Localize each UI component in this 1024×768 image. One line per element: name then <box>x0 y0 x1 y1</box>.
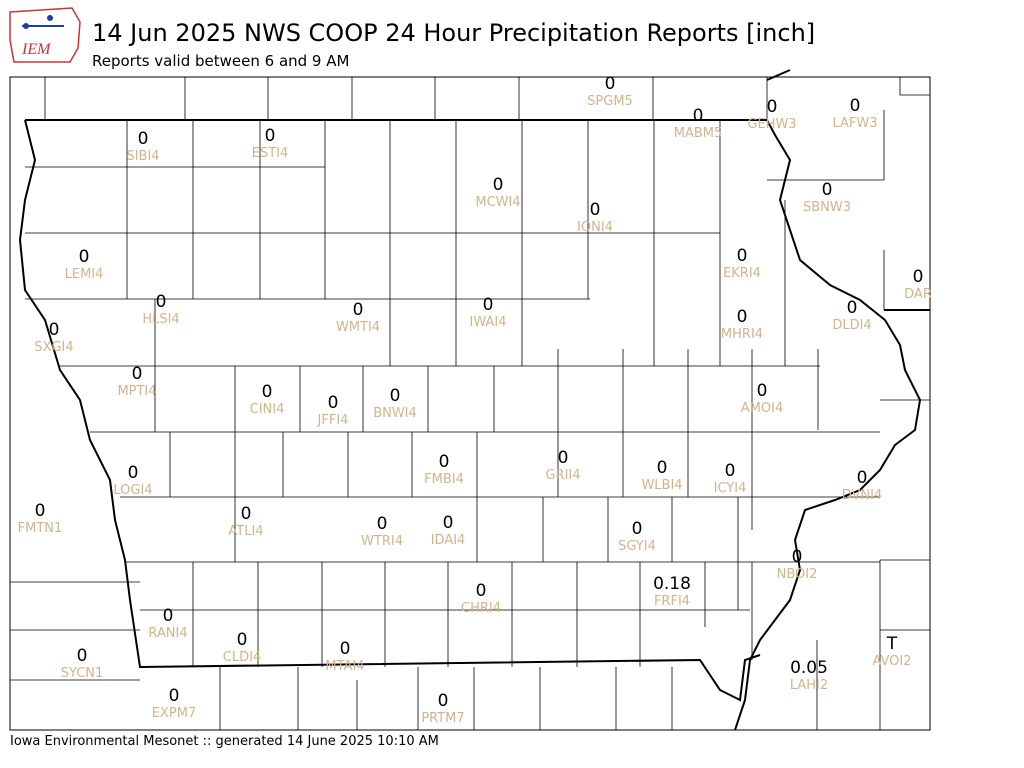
station-id: AMOI4 <box>741 401 783 416</box>
map-frame <box>9 76 931 731</box>
station-value: 0 <box>737 246 748 266</box>
station-id: GEHW3 <box>747 117 796 132</box>
station-value: 0 <box>757 381 768 401</box>
station-value: 0 <box>632 519 643 539</box>
station-id: MCWI4 <box>475 195 520 210</box>
station-id: CLDI4 <box>223 650 261 665</box>
station-value: T <box>886 634 898 654</box>
station-value: 0 <box>605 74 616 94</box>
station-value: 0 <box>132 364 143 384</box>
station-value: 0 <box>353 300 364 320</box>
station-id: SPGM5 <box>587 94 633 109</box>
station-id: DAR <box>904 287 932 302</box>
station-id: FRFI4 <box>654 594 690 609</box>
station-id: DLDI4 <box>832 318 871 333</box>
title: 14 Jun 2025 NWS COOP 24 Hour Precipitati… <box>92 19 815 47</box>
station-value: 0 <box>390 386 401 406</box>
station-id: BNWI4 <box>373 406 417 421</box>
station-value: 0 <box>857 468 868 488</box>
station-id: MHRI4 <box>721 327 763 342</box>
station-id: LOGI4 <box>113 483 152 498</box>
station-id: LEMI4 <box>65 267 104 282</box>
state-borders <box>18 69 930 731</box>
station-value: 0 <box>35 501 46 521</box>
station-value: 0 <box>693 106 704 126</box>
station-value: 0 <box>657 458 668 478</box>
station-id: CHRI4 <box>461 601 501 616</box>
station-value: 0 <box>443 513 454 533</box>
station-id: SGYI4 <box>618 539 656 554</box>
station-id: IONI4 <box>577 220 613 235</box>
station-value: 0 <box>792 547 803 567</box>
station-value: 0 <box>558 448 569 468</box>
station-id: WTRI4 <box>361 534 403 549</box>
station-id: FMBI4 <box>424 472 464 487</box>
station-value: 0 <box>156 292 167 312</box>
station-id: CINI4 <box>250 402 285 417</box>
station-id: IDAI4 <box>431 533 466 548</box>
station-id: GRII4 <box>545 468 580 483</box>
station-value: 0.18 <box>653 574 691 594</box>
station-id: EKRI4 <box>723 266 761 281</box>
station-value: 0 <box>237 630 248 650</box>
station-value: 0 <box>590 200 601 220</box>
station-id: NBOI2 <box>777 567 818 582</box>
station-value: 0 <box>163 606 174 626</box>
station-value: 0 <box>483 295 494 315</box>
station-value: 0 <box>169 686 180 706</box>
station-value: 0 <box>439 452 450 472</box>
station-value: 0 <box>767 97 778 117</box>
station-value: 0 <box>138 129 149 149</box>
station-id: ICYI4 <box>714 481 747 496</box>
station-id: MPTI4 <box>117 384 156 399</box>
station-value: 0 <box>377 514 388 534</box>
station-value: 0 <box>850 96 861 116</box>
station-value: 0 <box>822 180 833 200</box>
subtitle: Reports valid between 6 and 9 AM <box>92 52 349 70</box>
station-id: MABM5 <box>674 126 723 141</box>
station-id: RANI4 <box>148 626 187 641</box>
station-value: 0 <box>737 307 748 327</box>
station-value: 0 <box>913 267 924 287</box>
station-value: 0 <box>241 504 252 524</box>
station-value: 0 <box>262 382 273 402</box>
station-value: 0 <box>265 126 276 146</box>
station-value: 0 <box>847 298 858 318</box>
station-value: 0 <box>476 581 487 601</box>
station-value: 0 <box>79 247 90 267</box>
station-value: 0 <box>77 646 88 666</box>
station-id: AVOI2 <box>872 654 911 669</box>
station-id: EXPM7 <box>152 706 196 721</box>
footer: Iowa Environmental Mesonet :: generated … <box>10 734 439 749</box>
station-value: 0 <box>493 175 504 195</box>
counties <box>10 77 930 730</box>
station-id: PRTM7 <box>421 711 464 726</box>
station-id: ATLI4 <box>228 524 263 539</box>
station-id: DVNI4 <box>842 488 883 503</box>
station-value: 0 <box>438 691 449 711</box>
station-value: 0 <box>49 320 60 340</box>
station-value: 0 <box>128 463 139 483</box>
station-id: FMTN1 <box>18 521 63 536</box>
station-value: 0 <box>725 461 736 481</box>
station-id: ESTI4 <box>252 146 289 161</box>
station-value: 0 <box>340 639 351 659</box>
station-id: SBNW3 <box>803 200 851 215</box>
station-id: WMTI4 <box>336 320 380 335</box>
station-id: MTAI4 <box>325 659 364 674</box>
station-id: HLSI4 <box>142 312 179 327</box>
station-value: 0 <box>328 393 339 413</box>
station-id: LAHI2 <box>790 678 828 693</box>
station-id: SYCN1 <box>61 666 104 681</box>
station-id: LAFW3 <box>832 116 877 131</box>
station-id: WLBI4 <box>641 478 682 493</box>
station-value: 0.05 <box>790 658 828 678</box>
logo: IEM <box>9 7 81 63</box>
station-id: SXGI4 <box>34 340 73 355</box>
station-id: SIBI4 <box>126 149 159 164</box>
station-id: JFFI4 <box>317 413 349 428</box>
logo-text: IEM <box>21 41 52 58</box>
station-id: IWAI4 <box>470 315 507 330</box>
